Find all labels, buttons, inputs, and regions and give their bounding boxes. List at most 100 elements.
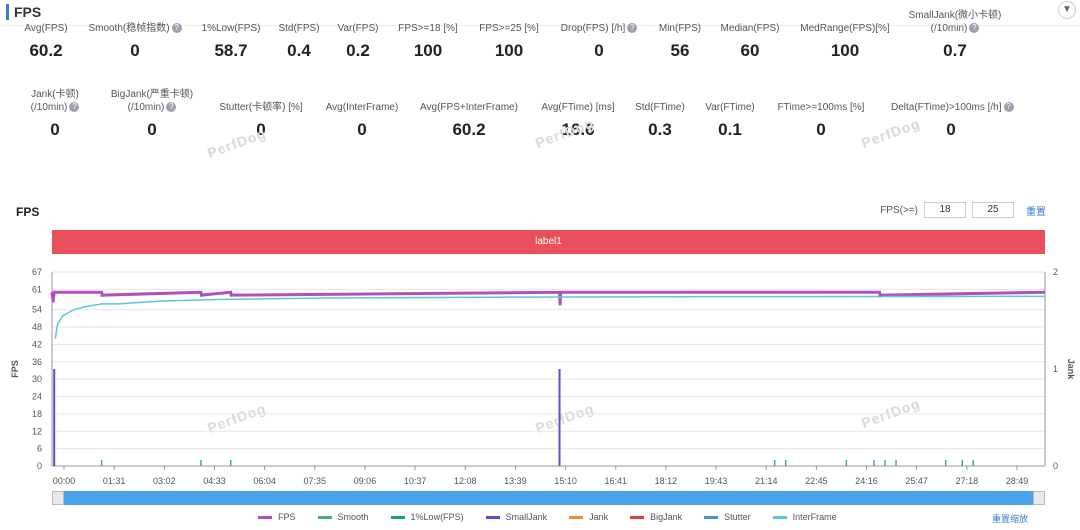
x-tick-label: 22:45	[805, 476, 828, 486]
metric-label-text: 1%Low(FPS)	[201, 23, 261, 34]
reset-zoom-button[interactable]: 重置缩放	[991, 514, 1028, 524]
help-icon[interactable]: ?	[969, 23, 980, 34]
metric-label-text: FTime>=100ms [%]	[777, 102, 865, 113]
metric-label: BigJank(严重卡顿) (/10min)?	[92, 88, 212, 114]
legend-item-jank[interactable]: Jank	[569, 512, 608, 522]
reset-button[interactable]: 重置	[1026, 206, 1046, 218]
legend-label: Stutter	[724, 512, 751, 522]
y-tick-label: 61	[32, 284, 42, 294]
x-tick-label: 06:04	[253, 476, 276, 486]
x-tick-label: 15:10	[554, 476, 577, 486]
fps-threshold-input-1[interactable]: 18	[924, 202, 966, 218]
y-tick-label: 42	[32, 339, 42, 349]
help-icon[interactable]: ?	[69, 102, 80, 113]
fps-filter-label: FPS(>=)	[880, 204, 918, 216]
metric-label: Avg(FTime) [ms]	[518, 101, 638, 114]
metric-item: FPS>=25 [%] 100	[449, 22, 569, 61]
series-line-interframe	[54, 295, 1046, 339]
metric-item: Smooth(稳帧指数)? 0	[75, 22, 195, 61]
metric-label-text: Var(FTime)	[705, 102, 755, 113]
metric-label: MedRange(FPS)[%]	[785, 22, 905, 35]
metric-label-text: Std(FTime)	[635, 102, 685, 113]
legend-swatch	[630, 515, 645, 519]
metric-value: 0.1	[718, 120, 742, 139]
metric-item: Min(FPS) 56	[620, 22, 740, 61]
metric-value: 0	[147, 120, 157, 139]
legend-swatch	[772, 515, 787, 519]
timeline-scrollbar[interactable]	[52, 491, 1045, 505]
legend-item-fps[interactable]: FPS	[258, 512, 296, 522]
metric-value: 0.3	[648, 120, 672, 139]
metric-item: 1%Low(FPS) 58.7	[171, 22, 291, 61]
metric-label-text: Delta(FTime)>100ms [/h]	[891, 102, 1002, 113]
segment-label-bar[interactable]: label1	[52, 230, 1045, 254]
metric-item: Var(FPS) 0.2	[298, 22, 418, 61]
metric-item: Std(FTime) 0.3	[600, 101, 720, 140]
metric-value: 0	[50, 120, 60, 139]
metric-item: BigJank(严重卡顿) (/10min)? 0	[92, 88, 212, 140]
y-axis-title: FPS	[10, 360, 20, 378]
x-tick-label: 24:16	[855, 476, 878, 486]
legend-swatch	[569, 515, 584, 519]
x-tick-label: 09:06	[354, 476, 377, 486]
legend-item-stutter[interactable]: Stutter	[704, 512, 751, 522]
fps-filter: FPS(>=) 18 25 重置	[880, 202, 1046, 218]
x-tick-label: 00:00	[53, 476, 76, 486]
y2-tick-label: 0	[1053, 461, 1058, 471]
legend-item-bigjank[interactable]: BigJank	[630, 512, 682, 522]
metric-label: Min(FPS)	[620, 22, 740, 35]
x-tick-label: 21:14	[755, 476, 778, 486]
chevron-down-icon[interactable]: ▼	[1058, 1, 1076, 19]
help-icon[interactable]: ?	[166, 102, 177, 113]
metric-value: 0	[816, 120, 826, 139]
help-icon[interactable]: ?	[627, 23, 638, 34]
x-tick-label: 07:35	[304, 476, 327, 486]
legend-label: 1%Low(FPS)	[410, 512, 464, 522]
metric-item: MedRange(FPS)[%] 100	[785, 22, 905, 61]
metric-label: Avg(InterFrame)	[302, 101, 422, 114]
legend-swatch	[317, 515, 332, 519]
legend-item-smooth[interactable]: Smooth	[317, 512, 369, 522]
legend-item-interframe[interactable]: InterFrame	[772, 512, 837, 522]
panel-header: FPS ▼	[0, 0, 1080, 26]
legend-swatch	[704, 515, 719, 519]
metric-value: 0	[594, 41, 604, 60]
x-tick-label: 19:43	[705, 476, 728, 486]
metric-label-text: Std(FPS)	[278, 23, 320, 34]
metric-label: Avg(FPS)	[0, 22, 106, 35]
metric-value: 0	[256, 120, 266, 139]
x-tick-label: 03:02	[153, 476, 176, 486]
metric-label: Var(FPS)	[298, 22, 418, 35]
metric-value: 58.7	[214, 41, 248, 60]
header-divider	[0, 25, 1080, 26]
metric-item: Jank(卡顿) (/10min)? 0	[0, 88, 115, 140]
legend-item-low1[interactable]: 1%Low(FPS)	[390, 512, 464, 522]
x-tick-label: 10:37	[404, 476, 427, 486]
legend-label: InterFrame	[792, 512, 837, 522]
scrollbar-left-handle[interactable]	[52, 491, 64, 505]
metric-label: Stutter(卡顿率) [%]	[201, 101, 321, 114]
y-tick-label: 36	[32, 357, 42, 367]
legend-item-smalljank[interactable]: SmallJank	[485, 512, 548, 522]
help-icon[interactable]: ?	[1003, 102, 1014, 113]
y-tick-label: 6	[37, 444, 42, 454]
x-tick-label: 12:08	[454, 476, 477, 486]
fps-dip-point	[558, 302, 562, 306]
metric-item: SmallJank(微小卡顿) (/10min)? 0.7	[895, 9, 1015, 61]
metric-label-text: Min(FPS)	[658, 23, 702, 34]
legend-label: FPS	[278, 512, 296, 522]
metric-value: 60	[740, 41, 760, 60]
scrollbar-right-handle[interactable]	[1033, 491, 1045, 505]
metric-label: FPS>=18 [%]	[368, 22, 488, 35]
x-tick-label: 18:12	[655, 476, 678, 486]
metric-item: Avg(FPS+InterFrame) 60.2	[409, 101, 529, 140]
metric-label: Var(FTime)	[670, 101, 790, 114]
help-icon[interactable]: ?	[171, 23, 182, 34]
metric-item: Avg(InterFrame) 0	[302, 101, 422, 140]
fps-threshold-input-2[interactable]: 25	[972, 202, 1014, 218]
y-tick-label: 12	[32, 426, 42, 436]
legend-label: SmallJank	[505, 512, 548, 522]
metric-label-text: Drop(FPS) [/h]	[560, 23, 626, 34]
chart-heading: FPS	[16, 205, 40, 219]
